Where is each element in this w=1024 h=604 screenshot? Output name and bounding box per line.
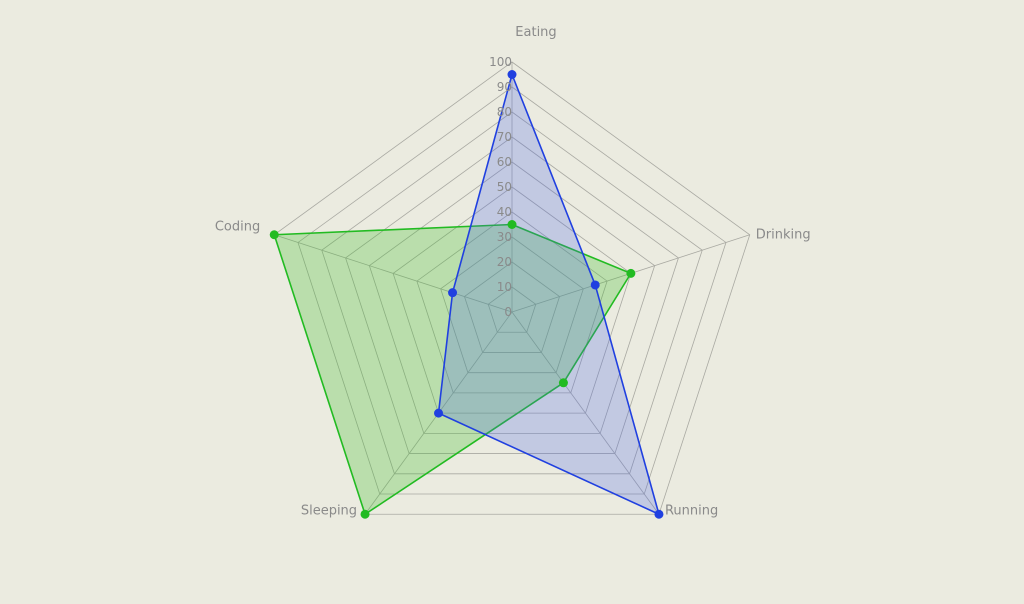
tick-label: 30: [497, 230, 512, 244]
axis-label-sleeping: Sleeping: [301, 503, 357, 518]
series-2-point: [434, 409, 443, 418]
tick-label: 90: [497, 80, 512, 94]
tick-label: 80: [497, 105, 512, 119]
series-1-point: [508, 220, 517, 229]
series-1-point: [361, 510, 370, 519]
tick-label: 20: [497, 255, 512, 269]
axis-label-eating: Eating: [515, 25, 556, 40]
series-2-point: [591, 280, 600, 289]
tick-label: 60: [497, 155, 512, 169]
series-layer: [270, 70, 664, 519]
series-2-point: [654, 510, 663, 519]
axis-label-running: Running: [665, 503, 718, 518]
tick-label: 70: [497, 130, 512, 144]
series-2-point: [508, 70, 517, 79]
series-2-area: [439, 75, 659, 515]
series-1-point: [270, 230, 279, 239]
tick-label: 100: [489, 55, 512, 69]
tick-label: 10: [497, 280, 512, 294]
axis-label-drinking: Drinking: [756, 228, 811, 243]
axis-label-coding: Coding: [215, 220, 260, 235]
series-2-point: [448, 288, 457, 297]
tick-label: 50: [497, 180, 512, 194]
tick-label: 0: [504, 305, 512, 319]
tick-label: 40: [497, 205, 512, 219]
series-1-point: [626, 269, 635, 278]
series-1-point: [559, 378, 568, 387]
